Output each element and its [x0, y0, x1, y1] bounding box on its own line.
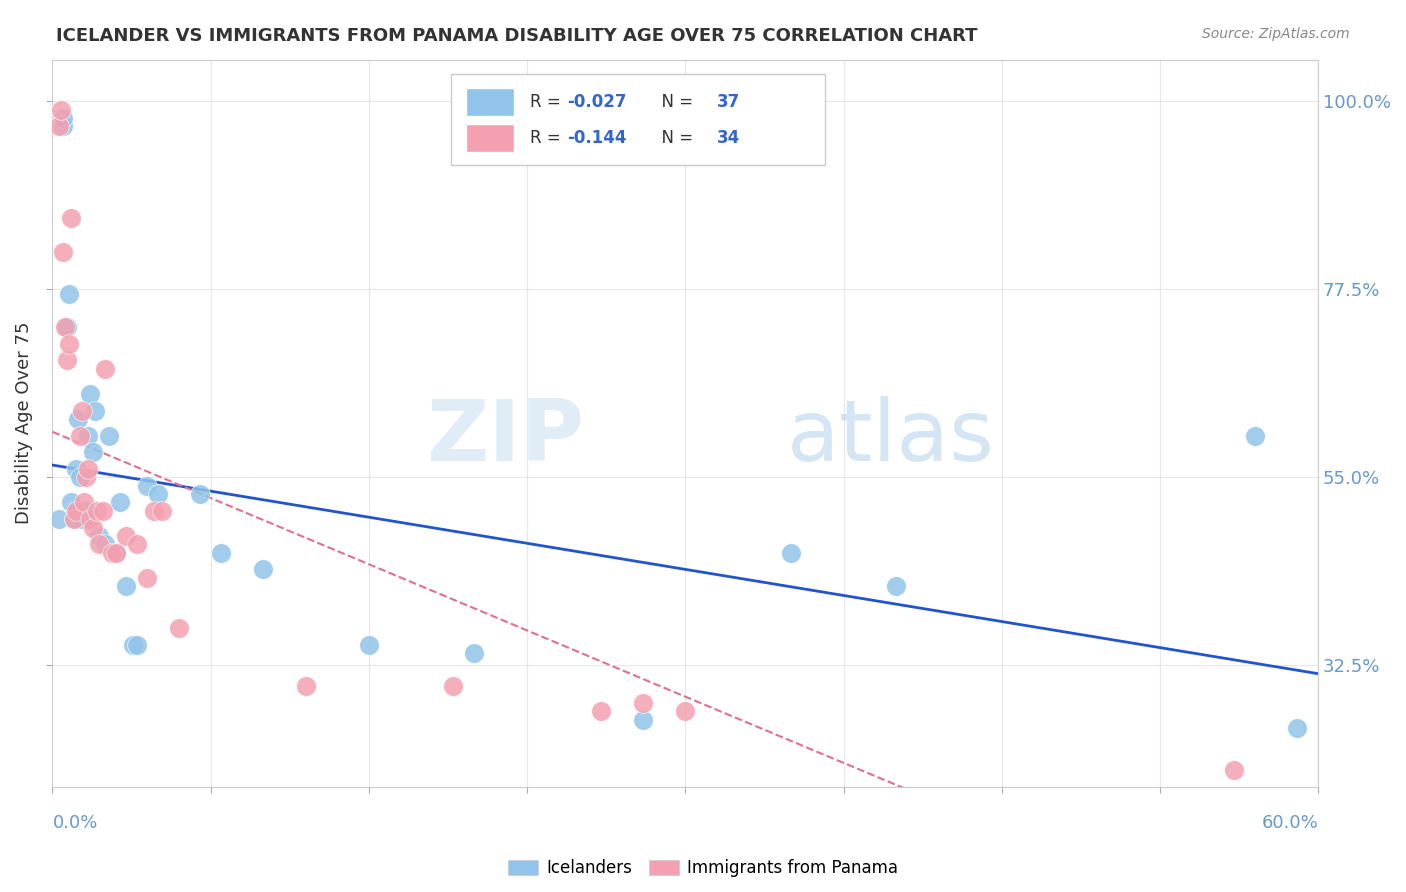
- Point: [94, 361, 117, 376]
- Point: [188, 487, 211, 501]
- Text: -0.144: -0.144: [568, 129, 627, 147]
- Point: [441, 679, 464, 693]
- Point: [167, 621, 190, 635]
- Point: [1222, 763, 1244, 777]
- Point: [150, 504, 173, 518]
- Point: [100, 546, 122, 560]
- Bar: [451, 74, 824, 165]
- Point: [73, 495, 96, 509]
- Point: [1243, 428, 1265, 442]
- Point: [58, 336, 80, 351]
- Point: [209, 546, 232, 560]
- Point: [79, 512, 101, 526]
- Text: 37: 37: [717, 93, 740, 111]
- Point: [146, 487, 169, 501]
- Point: [79, 387, 101, 401]
- Text: 34: 34: [717, 129, 740, 147]
- Point: [294, 679, 316, 693]
- Point: [631, 696, 654, 710]
- Point: [87, 537, 110, 551]
- Point: [52, 111, 75, 125]
- Point: [70, 512, 93, 526]
- Point: [108, 495, 131, 509]
- Point: [589, 705, 612, 719]
- Point: [65, 462, 87, 476]
- Point: [252, 562, 274, 576]
- Point: [62, 512, 84, 526]
- Point: [65, 504, 87, 518]
- Text: 0.0%: 0.0%: [52, 814, 98, 832]
- Text: -0.027: -0.027: [568, 93, 627, 111]
- Point: [115, 529, 138, 543]
- Point: [49, 103, 72, 117]
- Point: [58, 286, 80, 301]
- Point: [75, 470, 97, 484]
- Text: R =: R =: [530, 93, 565, 111]
- Point: [1286, 721, 1309, 735]
- Point: [77, 428, 100, 442]
- Y-axis label: Disability Age Over 75: Disability Age Over 75: [15, 322, 32, 524]
- Point: [53, 320, 76, 334]
- Point: [136, 479, 159, 493]
- Point: [94, 537, 117, 551]
- Point: [56, 320, 79, 334]
- Text: ZIP: ZIP: [426, 396, 583, 479]
- Bar: [467, 88, 515, 116]
- Point: [631, 713, 654, 727]
- Point: [87, 529, 110, 543]
- Point: [357, 638, 380, 652]
- Point: [83, 403, 105, 417]
- Point: [125, 537, 148, 551]
- Text: 60.0%: 60.0%: [1261, 814, 1319, 832]
- Text: Source: ZipAtlas.com: Source: ZipAtlas.com: [1202, 27, 1350, 41]
- Point: [66, 412, 89, 426]
- Text: N =: N =: [651, 129, 699, 147]
- Point: [48, 512, 70, 526]
- Point: [125, 638, 148, 652]
- Bar: [467, 124, 515, 152]
- Point: [60, 211, 83, 226]
- Point: [62, 512, 84, 526]
- Point: [69, 428, 91, 442]
- Point: [52, 120, 75, 134]
- Point: [104, 546, 127, 560]
- Text: N =: N =: [651, 93, 699, 111]
- Point: [115, 579, 138, 593]
- Point: [142, 504, 165, 518]
- Point: [82, 520, 104, 534]
- Point: [779, 546, 801, 560]
- Text: R =: R =: [530, 129, 565, 147]
- Point: [91, 504, 114, 518]
- Point: [884, 579, 907, 593]
- Point: [75, 504, 97, 518]
- Point: [77, 462, 100, 476]
- Point: [673, 705, 696, 719]
- Point: [136, 571, 159, 585]
- Text: ICELANDER VS IMMIGRANTS FROM PANAMA DISABILITY AGE OVER 75 CORRELATION CHART: ICELANDER VS IMMIGRANTS FROM PANAMA DISA…: [56, 27, 977, 45]
- Point: [98, 428, 121, 442]
- Point: [52, 244, 75, 259]
- Point: [121, 638, 143, 652]
- Legend: Icelanders, Immigrants from Panama: Icelanders, Immigrants from Panama: [501, 853, 905, 884]
- Point: [82, 445, 104, 459]
- Text: atlas: atlas: [786, 396, 994, 479]
- Point: [69, 470, 91, 484]
- Point: [104, 546, 127, 560]
- Point: [463, 646, 485, 660]
- Point: [70, 403, 93, 417]
- Point: [60, 495, 83, 509]
- Point: [73, 504, 96, 518]
- Point: [56, 353, 79, 368]
- Point: [48, 120, 70, 134]
- Point: [86, 504, 108, 518]
